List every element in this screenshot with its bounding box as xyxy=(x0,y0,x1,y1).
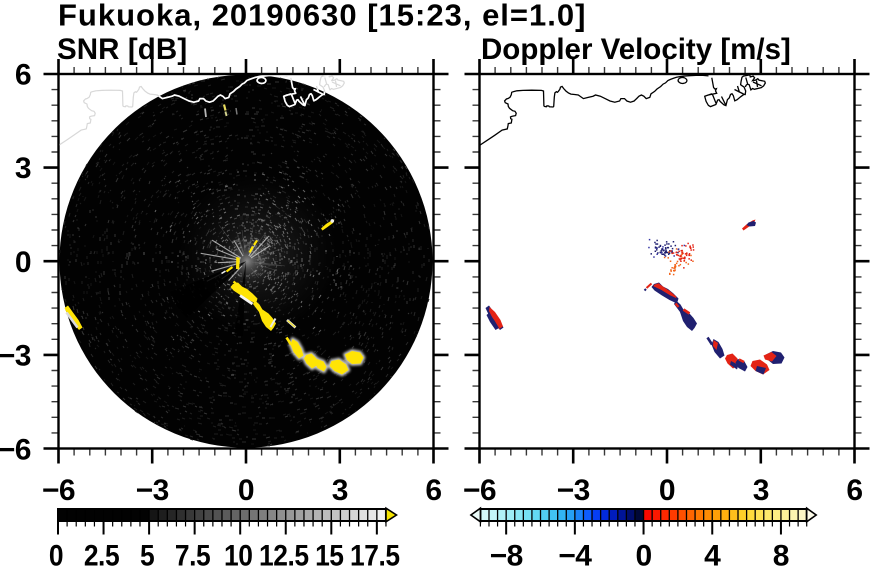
svg-text:−6: −6 xyxy=(42,474,75,507)
svg-text:6: 6 xyxy=(846,474,862,507)
svg-text:Doppler Velocity [m/s]: Doppler Velocity [m/s] xyxy=(481,33,791,66)
svg-text:6: 6 xyxy=(15,58,31,91)
svg-text:12.5: 12.5 xyxy=(259,538,309,570)
svg-text:5: 5 xyxy=(140,538,154,570)
svg-text:−3: −3 xyxy=(557,474,590,507)
svg-text:−3: −3 xyxy=(136,474,169,507)
svg-text:SNR [dB]: SNR [dB] xyxy=(57,33,187,66)
svg-text:0: 0 xyxy=(636,540,652,570)
svg-text:2.5: 2.5 xyxy=(84,538,119,570)
svg-text:−6: −6 xyxy=(0,433,31,466)
svg-text:0: 0 xyxy=(659,474,675,507)
svg-text:0: 0 xyxy=(49,538,63,570)
svg-text:Fukuoka, 20190630 [15:23, el=1: Fukuoka, 20190630 [15:23, el=1.0] xyxy=(58,0,586,33)
svg-text:17.5: 17.5 xyxy=(350,538,400,570)
svg-text:15: 15 xyxy=(315,538,343,570)
svg-text:7.5: 7.5 xyxy=(175,538,210,570)
svg-text:0: 0 xyxy=(15,246,31,279)
svg-text:8: 8 xyxy=(773,540,789,570)
svg-text:3: 3 xyxy=(753,474,769,507)
svg-text:−4: −4 xyxy=(558,540,592,570)
svg-text:−3: −3 xyxy=(0,340,31,373)
svg-text:3: 3 xyxy=(15,152,31,185)
svg-text:4: 4 xyxy=(704,540,721,570)
svg-text:−6: −6 xyxy=(463,474,496,507)
svg-text:10: 10 xyxy=(224,538,252,570)
svg-text:−8: −8 xyxy=(490,540,523,570)
svg-text:0: 0 xyxy=(238,474,254,507)
svg-text:6: 6 xyxy=(425,474,441,507)
svg-text:3: 3 xyxy=(332,474,348,507)
